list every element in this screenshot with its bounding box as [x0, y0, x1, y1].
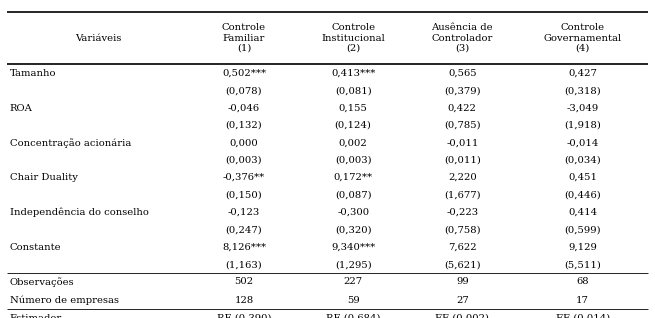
- Text: Controle
Institucional
(2): Controle Institucional (2): [322, 23, 385, 53]
- Text: Independência do conselho: Independência do conselho: [10, 208, 149, 217]
- Text: 0,422: 0,422: [448, 104, 477, 113]
- Text: -0,011: -0,011: [446, 138, 479, 147]
- Text: -0,376**: -0,376**: [223, 173, 265, 182]
- Text: -3,049: -3,049: [567, 104, 599, 113]
- Text: -0,123: -0,123: [228, 208, 260, 217]
- Text: 0,172**: 0,172**: [333, 173, 373, 182]
- Text: (0,379): (0,379): [444, 86, 481, 95]
- Text: 9,129: 9,129: [569, 243, 597, 252]
- Text: 0,413***: 0,413***: [331, 69, 375, 78]
- Text: Constante: Constante: [10, 243, 62, 252]
- Text: 0,000: 0,000: [230, 138, 259, 147]
- Text: ROA: ROA: [10, 104, 33, 113]
- Text: (1,918): (1,918): [564, 121, 601, 130]
- Text: -0,014: -0,014: [567, 138, 599, 147]
- Text: 68: 68: [576, 277, 589, 286]
- Text: (1,163): (1,163): [226, 260, 263, 269]
- Text: Variáveis: Variáveis: [75, 34, 121, 43]
- Text: (0,599): (0,599): [565, 225, 601, 234]
- Text: 8,126***: 8,126***: [222, 243, 266, 252]
- Text: (0,034): (0,034): [564, 156, 601, 165]
- Text: (0,320): (0,320): [335, 225, 371, 234]
- Text: Observações: Observações: [10, 277, 75, 287]
- Text: (0,078): (0,078): [226, 86, 263, 95]
- Text: 502: 502: [234, 277, 253, 286]
- Text: RE (0,684): RE (0,684): [326, 314, 381, 318]
- Text: Controle
Governamental
(4): Controle Governamental (4): [544, 23, 622, 53]
- Text: (0,318): (0,318): [564, 86, 601, 95]
- Text: 7,622: 7,622: [448, 243, 477, 252]
- Text: (1,295): (1,295): [335, 260, 371, 269]
- Text: (0,011): (0,011): [444, 156, 481, 165]
- Text: (0,081): (0,081): [335, 86, 371, 95]
- Text: (0,124): (0,124): [335, 121, 371, 130]
- Text: (0,785): (0,785): [444, 121, 481, 130]
- Text: (0,132): (0,132): [226, 121, 263, 130]
- Text: 99: 99: [456, 277, 469, 286]
- Text: Concentração acionária: Concentração acionária: [10, 138, 131, 148]
- Text: FE (0,014): FE (0,014): [555, 314, 610, 318]
- Text: Estimador: Estimador: [10, 314, 62, 318]
- Text: Chair Duality: Chair Duality: [10, 173, 78, 182]
- Text: (0,087): (0,087): [335, 190, 371, 199]
- Text: FE (0,002): FE (0,002): [436, 314, 489, 318]
- Text: 0,502***: 0,502***: [222, 69, 266, 78]
- Text: 0,155: 0,155: [339, 104, 367, 113]
- Text: -0,223: -0,223: [446, 208, 478, 217]
- Text: 0,565: 0,565: [448, 69, 477, 78]
- Text: 59: 59: [346, 295, 360, 305]
- Text: (5,621): (5,621): [444, 260, 481, 269]
- Text: Tamanho: Tamanho: [10, 69, 56, 78]
- Text: 0,414: 0,414: [568, 208, 597, 217]
- Text: -0,046: -0,046: [228, 104, 260, 113]
- Text: 128: 128: [234, 295, 253, 305]
- Text: Controle
Familiar
(1): Controle Familiar (1): [222, 23, 266, 53]
- Text: 27: 27: [456, 295, 469, 305]
- Text: Número de empresas: Número de empresas: [10, 295, 119, 305]
- Text: 9,340***: 9,340***: [331, 243, 375, 252]
- Text: 227: 227: [344, 277, 363, 286]
- Text: (0,758): (0,758): [444, 225, 481, 234]
- Text: 17: 17: [576, 295, 589, 305]
- Text: -0,300: -0,300: [337, 208, 369, 217]
- Text: (0,003): (0,003): [335, 156, 371, 165]
- Text: RE (0,390): RE (0,390): [217, 314, 271, 318]
- Text: 0,427: 0,427: [569, 69, 597, 78]
- Text: 0,002: 0,002: [339, 138, 367, 147]
- Text: (0,247): (0,247): [226, 225, 263, 234]
- Text: (0,003): (0,003): [226, 156, 263, 165]
- Text: (0,150): (0,150): [226, 190, 263, 199]
- Text: Ausência de
Controlador
(3): Ausência de Controlador (3): [432, 23, 493, 53]
- Text: 2,220: 2,220: [448, 173, 477, 182]
- Text: (1,677): (1,677): [444, 190, 481, 199]
- Text: (0,446): (0,446): [564, 190, 601, 199]
- Text: (5,511): (5,511): [564, 260, 601, 269]
- Text: 0,451: 0,451: [568, 173, 597, 182]
